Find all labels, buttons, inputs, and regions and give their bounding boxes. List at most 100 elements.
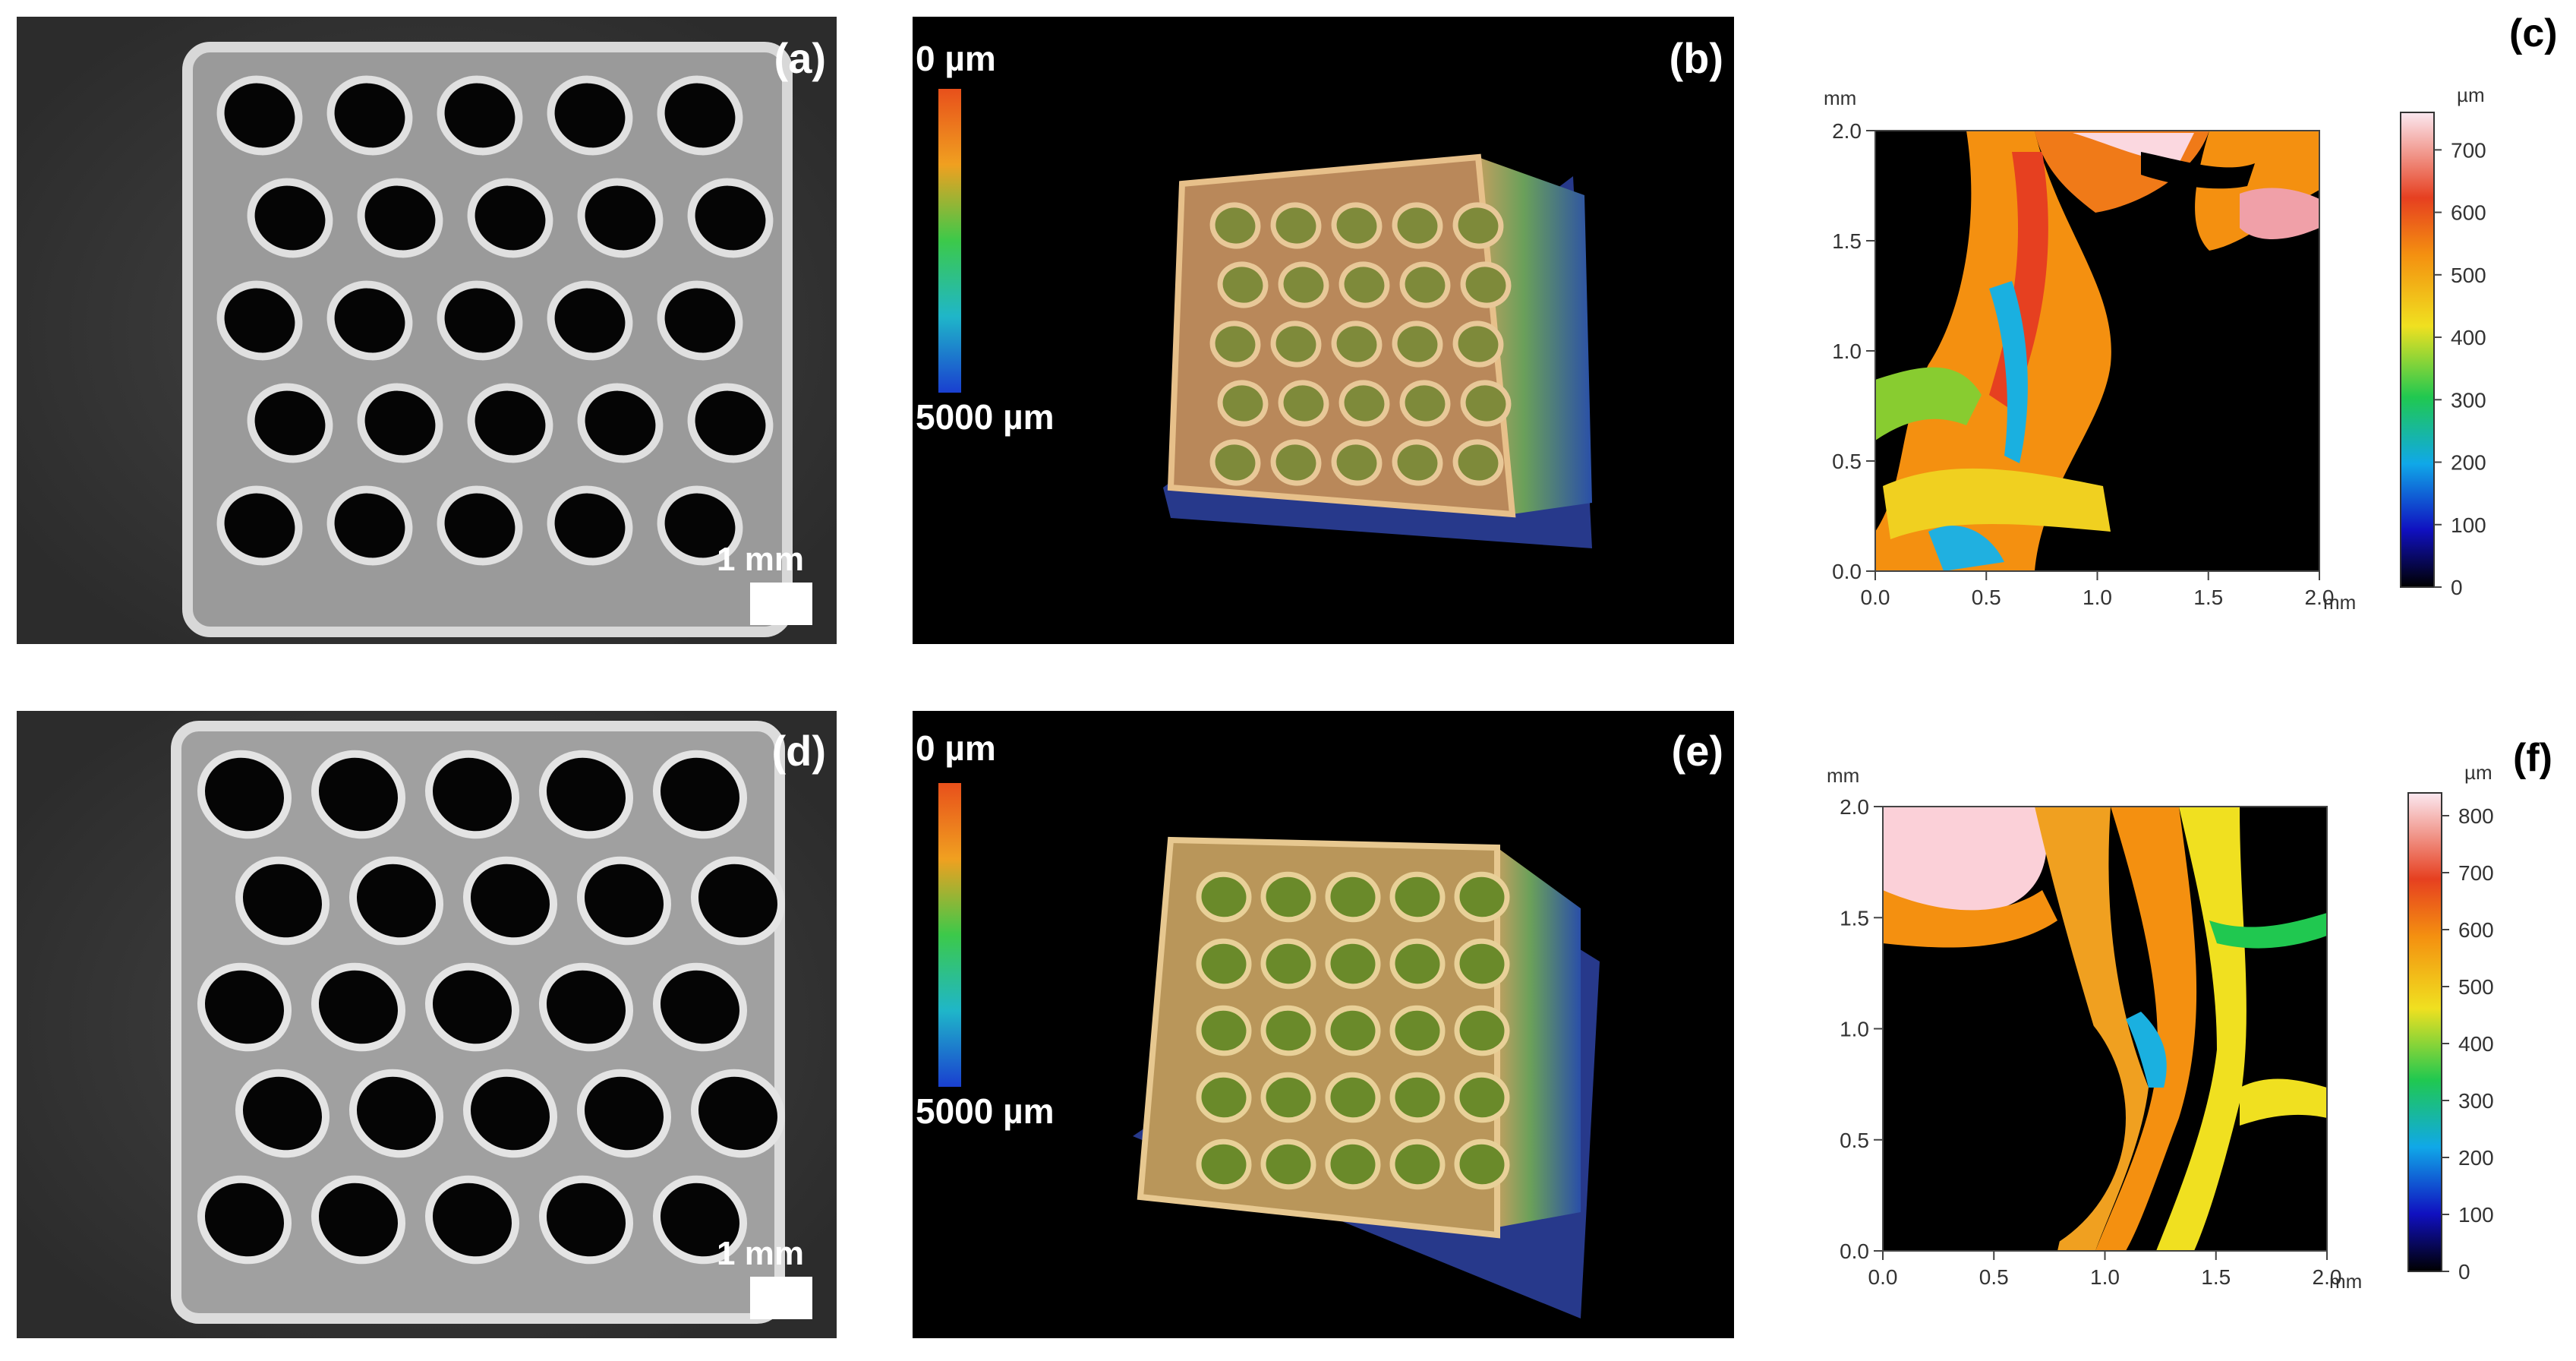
colorbar-tick-label: 300 xyxy=(2451,388,2486,412)
pore-icon xyxy=(577,178,664,258)
pore-icon xyxy=(652,962,748,1052)
pore-icon xyxy=(687,178,774,258)
pore-icon xyxy=(1217,261,1269,308)
colorbar-c xyxy=(2400,112,2435,588)
colorbar-tick-label: 500 xyxy=(2458,975,2494,999)
x-tick-label: 1.0 xyxy=(2090,1265,2120,1289)
pore-icon xyxy=(538,962,634,1052)
panel-label-b: (b) xyxy=(1669,34,1723,82)
pore-icon xyxy=(1460,380,1512,427)
colorbar-top-label-e: 0 µm xyxy=(916,728,996,768)
y-tick-label: 0.5 xyxy=(1832,450,1862,473)
pore-icon xyxy=(1209,202,1261,249)
colorbar-tick-label: 600 xyxy=(2458,918,2494,942)
y-tick-label: 1.5 xyxy=(1840,906,1869,930)
panel-label-a: (a) xyxy=(774,34,826,82)
pore-icon xyxy=(1331,321,1383,368)
panel-d-photo: (d) 1 mm xyxy=(17,711,837,1338)
pore-icon xyxy=(657,75,743,156)
pore-icon xyxy=(1278,261,1329,308)
pore-icon xyxy=(690,856,786,946)
pore-icon xyxy=(1392,202,1443,249)
colorbar-tick-label: 400 xyxy=(2458,1032,2494,1056)
panel-label-f: (f) xyxy=(2513,736,2552,780)
pore-icon xyxy=(576,1069,672,1158)
pore-icon xyxy=(1454,938,1510,990)
pore-icon xyxy=(467,178,553,258)
pore-icon xyxy=(326,75,413,156)
pore-icon xyxy=(1389,871,1446,923)
pore-icon xyxy=(1325,1138,1381,1190)
pore-icon xyxy=(1389,938,1446,990)
panel-b-scan: 0 µm 5000 µm (b) xyxy=(913,17,1734,644)
pore-icon xyxy=(1454,1138,1510,1190)
pore-icon xyxy=(1260,871,1316,923)
pore-icon xyxy=(437,75,523,156)
pore-icon xyxy=(1454,1005,1510,1056)
colorbar-tick-label: 300 xyxy=(2458,1089,2494,1113)
pore-icon xyxy=(311,962,406,1052)
x-tick-label: 1.5 xyxy=(2193,586,2223,609)
x-tick-label: 0.0 xyxy=(1861,586,1890,609)
pore-icon xyxy=(357,383,443,463)
heightmap-surface-c xyxy=(1875,131,2319,571)
pore-icon xyxy=(1331,439,1383,486)
pore-icon xyxy=(216,75,303,156)
pore-icon xyxy=(437,280,523,361)
pore-icon xyxy=(1460,261,1512,308)
pore-icon xyxy=(1389,1005,1446,1056)
colorbar-f xyxy=(2407,792,2442,1272)
pore-icon xyxy=(652,1175,748,1265)
panel-label-e: (e) xyxy=(1671,727,1723,775)
pore-icon xyxy=(1260,938,1316,990)
y-tick-label: 2.0 xyxy=(1832,119,1862,143)
pore-icon xyxy=(1389,1072,1446,1123)
scale-bar-label-a: 1 mm xyxy=(717,541,804,578)
pore-icon xyxy=(1270,439,1322,486)
colorbar-tick-label: 700 xyxy=(2451,138,2486,162)
colorbar-bottom-label-e: 5000 µm xyxy=(916,1091,1055,1131)
pore-icon xyxy=(1270,321,1322,368)
pore-icon xyxy=(1196,871,1252,923)
pore-icon xyxy=(652,750,748,839)
colorbar-top-label-b: 0 µm xyxy=(916,39,996,78)
pore-icon xyxy=(197,962,292,1052)
x-tick-label: 2.0 xyxy=(2305,586,2335,609)
pore-icon xyxy=(467,383,553,463)
y-tick-label: 1.0 xyxy=(1840,1018,1869,1041)
panel-f-heightmap: mm µm mm 0.0 0.5 1.0 1.5 2.0 0.0 0.5 1.0 1.5 2.0 0… xyxy=(1784,693,2576,1361)
x-tick-label: 0.5 xyxy=(1972,586,2001,609)
y-tick-label: 1.0 xyxy=(1832,339,1862,363)
heightmap-c: mm µm mm 0.0 0.5 1.0 1.5 2.0 0.0 0.5 1.0 1.5 2.0 0… xyxy=(1824,84,2486,614)
heightmap-surface-f xyxy=(1883,807,2327,1251)
x-tick-label: 0.0 xyxy=(1868,1265,1898,1289)
pore-icon xyxy=(1399,380,1451,427)
pore-icon xyxy=(348,1069,444,1158)
pore-icon xyxy=(437,485,523,566)
pore-icon xyxy=(311,1175,406,1265)
colorbar-tick-label: 0 xyxy=(2458,1260,2470,1284)
pore-icon xyxy=(577,383,664,463)
x-tick-label: 2.0 xyxy=(2313,1265,2342,1289)
colorbar-tick-label: 600 xyxy=(2451,201,2486,225)
pore-icon xyxy=(1454,1072,1510,1123)
y-unit-f: mm xyxy=(1827,764,1859,787)
pore-icon xyxy=(1325,871,1381,923)
colorbar-unit-c: µm xyxy=(2457,84,2485,106)
x-unit-c: mm xyxy=(2323,591,2356,614)
pore-icon xyxy=(1217,380,1269,427)
x-tick-label: 1.5 xyxy=(2201,1265,2231,1289)
y-unit-c: mm xyxy=(1824,87,1856,109)
colorbar-tick-label: 800 xyxy=(2458,804,2494,828)
panel-label-d: (d) xyxy=(771,727,826,775)
colorbar-tick-label: 400 xyxy=(2451,326,2486,349)
pore-icon xyxy=(1196,1138,1252,1190)
pore-icon xyxy=(1452,321,1504,368)
pore-icon xyxy=(657,485,743,566)
pore-icon xyxy=(1196,938,1252,990)
pore-icon xyxy=(690,1069,786,1158)
lattice-photo-a xyxy=(17,17,837,644)
pore-icon xyxy=(576,856,672,946)
pore-icon xyxy=(216,280,303,361)
pore-icon xyxy=(462,1069,558,1158)
